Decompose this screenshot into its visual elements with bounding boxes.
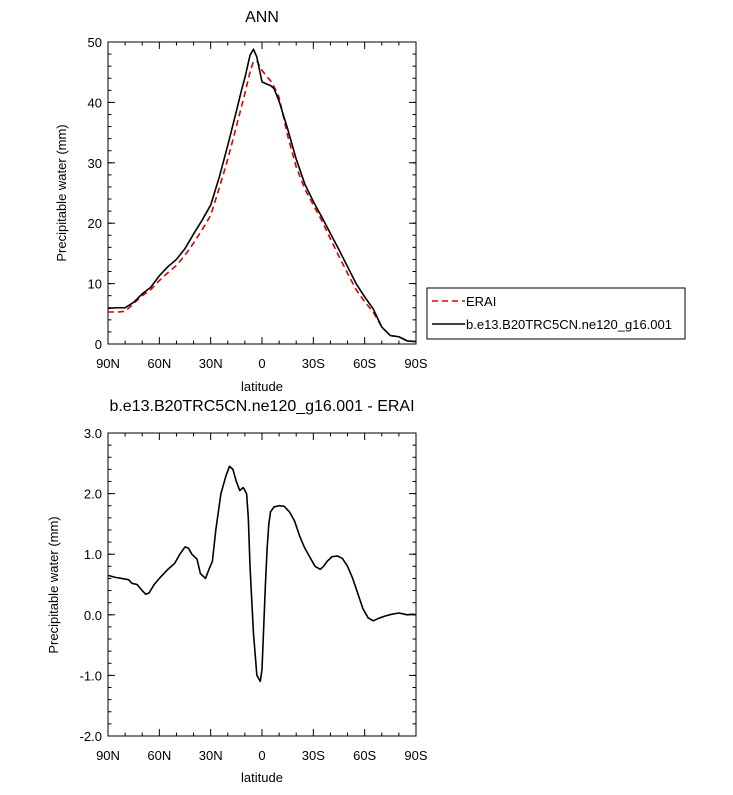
top-y-tick-label: 30: [88, 156, 102, 171]
top-x-ticks: 90N 60N 30N 0 30S 60S 90S: [96, 42, 428, 371]
bottom-y-tick-label: 2.0: [84, 487, 102, 502]
top-y-tick-label: 10: [88, 277, 102, 292]
bottom-plot-frame: [107, 432, 417, 737]
top-series-group: [107, 48, 417, 343]
bottom-x-tick-label: 90S: [404, 748, 427, 763]
top-plot-frame: [107, 41, 417, 345]
bottom-x-tick-label: 90N: [96, 748, 120, 763]
top-x-tick-label: 90N: [96, 356, 120, 371]
bottom-x-ticks: 90N 60N 30N 0 30S 60S 90S: [96, 433, 428, 763]
bottom-chart-title: b.e13.B20TRC5CN.ne120_g16.001 - ERAI: [109, 398, 414, 415]
bottom-series-line-1: [107, 465, 417, 683]
top-x-tick-label: 30S: [302, 356, 325, 371]
legend-label-model: b.e13.B20TRC5CN.ne120_g16.001: [466, 317, 672, 332]
top-x-tick-label: 30N: [199, 356, 223, 371]
bottom-y-tick-label: -2.0: [80, 729, 102, 744]
bottom-x-tick-label: 60S: [353, 748, 376, 763]
top-y-ticks: 0 10 20 30 40 50: [88, 35, 416, 352]
bottom-panel: b.e13.B20TRC5CN.ne120_g16.001 - ERAI -2.…: [46, 398, 428, 785]
top-series-line-2: [107, 48, 417, 343]
top-y-tick-label: 50: [88, 35, 102, 50]
top-panel: ANN 0 10 20 30 40 50 90N 60N 30N 0 30S 60S 90S lati…: [54, 9, 428, 394]
bottom-x-tick-label: 30N: [199, 748, 223, 763]
top-y-tick-label: 0: [95, 337, 102, 352]
legend-label-erai: ERAI: [466, 294, 496, 309]
top-series-line-1: [108, 59, 417, 343]
top-x-tick-label: 90S: [404, 356, 427, 371]
bottom-y-tick-label: -1.0: [80, 668, 102, 683]
bottom-x-tick-label: 30S: [302, 748, 325, 763]
bottom-series-group: [107, 465, 417, 683]
top-y-tick-label: 20: [88, 216, 102, 231]
legend-box: [426, 287, 686, 340]
bottom-y-ticks: -2.0 -1.0 0.0 1.0 2.0 3.0: [80, 426, 416, 744]
top-x-tick-label: 60N: [147, 356, 171, 371]
bottom-x-axis-label: latitude: [241, 770, 283, 785]
bottom-y-axis-label: Precipitable water (mm): [46, 516, 61, 653]
top-x-tick-label: 0: [258, 356, 265, 371]
bottom-x-tick-label: 0: [258, 748, 265, 763]
legend: ERAI b.e13.B20TRC5CN.ne120_g16.001: [426, 287, 686, 340]
top-y-tick-label: 40: [88, 95, 102, 110]
top-x-tick-label: 60S: [353, 356, 376, 371]
top-x-axis-label: latitude: [241, 379, 283, 394]
bottom-x-tick-label: 60N: [147, 748, 171, 763]
top-chart-title: ANN: [245, 9, 279, 26]
bottom-y-tick-label: 1.0: [84, 547, 102, 562]
top-y-axis-label: Precipitable water (mm): [54, 124, 69, 261]
bottom-y-tick-label: 0.0: [84, 608, 102, 623]
bottom-y-tick-label: 3.0: [84, 426, 102, 441]
